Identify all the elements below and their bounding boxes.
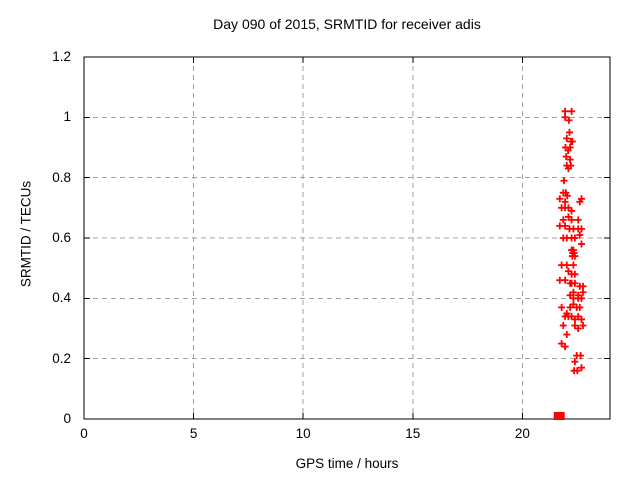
data-point-plus [565,116,573,124]
x-tick-label: 15 [405,426,421,441]
data-point-plus [574,216,582,224]
data-point-plus [558,303,566,311]
y-tick-label: 0.2 [52,350,71,366]
data-point-plus [564,165,572,173]
data-point-plus [571,279,579,287]
y-tick-label: 1.2 [52,49,71,64]
data-point-plus [578,225,585,233]
data-point-plus [571,358,579,366]
data-point-plus [576,303,584,311]
data-point-plus [573,367,581,375]
data-point-plus [576,231,584,239]
x-tick-label: 10 [295,426,311,441]
data-point-plus [561,198,569,206]
data-point-plus [566,128,573,136]
data-point-plus [578,315,585,323]
data-point-plus [578,294,585,302]
data-point-plus [563,134,571,142]
data-point-plus [579,322,587,329]
data-point-plus [563,331,571,338]
data-point-plus [563,192,571,200]
data-point-plus [579,288,587,296]
data-point-plus [571,234,579,242]
y-tick-label: 0.6 [52,230,71,245]
data-point-plus [559,322,567,329]
x-tick-label: 5 [189,426,198,441]
data-point-plus [563,261,571,269]
data-point-plus [579,282,587,290]
data-point-plus [561,222,569,230]
data-point-plus [578,240,585,248]
data-point-plus [568,207,576,215]
data-point-plus [566,156,574,164]
data-point-plus [574,325,582,332]
x-tick-label: 20 [514,426,530,441]
data-point-plus [559,216,567,224]
y-tick-label: 0 [63,411,71,426]
data-point-plus [576,198,584,206]
data-point-plus [571,270,579,278]
data-point-plus [561,276,569,284]
y-tick-label: 0.8 [52,169,71,185]
data-point-plus [561,107,569,115]
data-point-plus [568,216,576,224]
x-tick-label: 0 [80,426,88,441]
data-point-plus [564,147,572,154]
data-point-plus [562,153,570,161]
data-point-square [556,412,565,420]
chart-title: Day 090 of 2015, SRMTID for receiver adi… [213,16,481,32]
x-axis-label: GPS time / hours [295,456,399,471]
data-point-plus [568,107,576,115]
data-point-plus [577,352,585,360]
data-point-plus [561,343,569,351]
data-point-plus [561,113,569,121]
data-point-plus [578,364,585,372]
data-point-plus [556,195,564,203]
data-point-plus [569,261,577,269]
data-point-plus [568,138,576,145]
y-tick-label: 0.4 [52,290,71,306]
data-point-plus [571,252,579,260]
data-point-plus [560,177,568,185]
y-tick-label: 1 [63,109,71,125]
